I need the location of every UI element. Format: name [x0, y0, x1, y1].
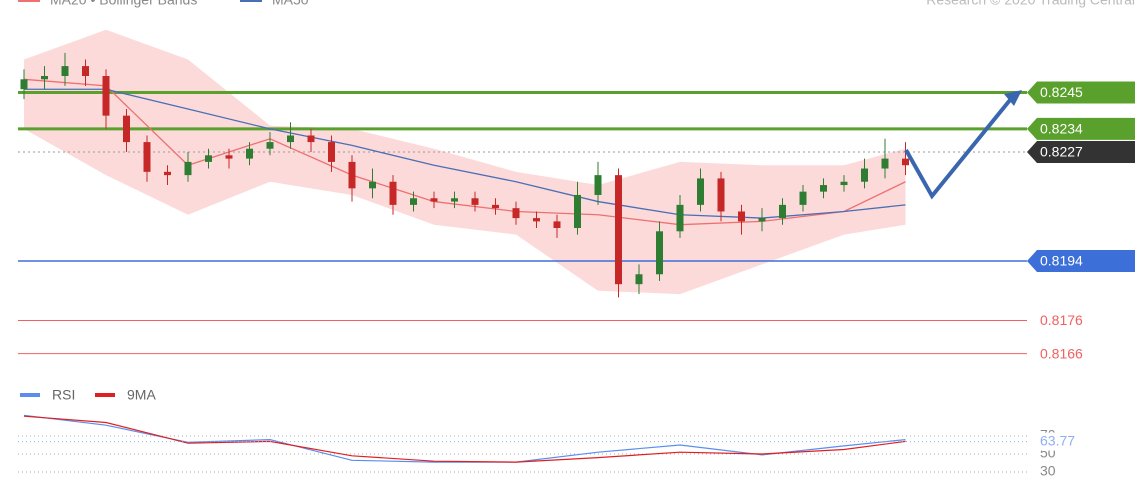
candle-body — [512, 208, 520, 219]
candle-body — [205, 155, 212, 162]
level-label-box — [1027, 117, 1135, 140]
legend-label: MA50 — [272, 0, 309, 8]
candle-body — [492, 204, 499, 209]
candle-body — [758, 218, 766, 222]
level-label: 0.8166 — [1040, 345, 1083, 361]
candle-body — [266, 142, 274, 149]
candle-body — [717, 178, 725, 212]
candle-body — [123, 115, 130, 143]
last-value-bg — [1036, 432, 1086, 451]
candle-body — [820, 185, 827, 192]
candle-body — [615, 175, 622, 285]
legend-label: RSI — [52, 387, 75, 403]
forecast-arrow — [904, 98, 1012, 200]
rsi-line — [23, 414, 906, 463]
y-tick-label: 30 — [1040, 463, 1056, 479]
level-label-box — [1027, 81, 1135, 104]
credit: Research © 2020 Trading Central — [926, 0, 1135, 8]
level-label: 0.8194 — [1040, 253, 1083, 269]
candle-body — [840, 181, 848, 186]
candle-body — [697, 178, 704, 205]
candle-body — [533, 218, 540, 222]
ma-line — [24, 88, 906, 219]
arrow-head — [1004, 90, 1022, 106]
bollinger-band — [24, 29, 906, 295]
candle-body — [307, 135, 315, 143]
candle-body — [20, 79, 28, 90]
level-label: 0.8227 — [1040, 144, 1083, 160]
candle-body — [82, 66, 89, 76]
legend-label: 9MA — [127, 387, 156, 403]
candle-body — [246, 148, 253, 159]
candle-body — [676, 204, 684, 232]
last-value-label: 63.77 — [1040, 432, 1075, 448]
candle-body — [225, 155, 233, 159]
candle-body — [594, 175, 602, 195]
candle-body — [41, 76, 48, 80]
candle-body — [102, 76, 110, 116]
candle-body — [430, 198, 438, 202]
candle-body — [410, 198, 417, 205]
level-label: 0.8176 — [1040, 312, 1083, 328]
candle-body — [184, 161, 192, 176]
candle-body — [287, 135, 294, 143]
candle-body — [389, 181, 397, 205]
candle-body — [656, 231, 663, 275]
candle-body — [164, 171, 171, 176]
candle-body — [471, 198, 479, 205]
candle-body — [143, 142, 151, 172]
candle-body — [553, 221, 561, 228]
candle-body — [779, 204, 786, 219]
candle-body — [369, 181, 376, 189]
candle-body — [61, 66, 69, 76]
candle-body — [799, 191, 807, 205]
level-label-box — [1027, 250, 1135, 273]
candle-body — [574, 194, 581, 228]
price-layer: 0.8245 0.8234 0.8227 0.8194 0.8176 0.8166 MA20… — [18, 0, 1135, 479]
candle-body — [861, 168, 868, 182]
candle-body — [738, 211, 745, 222]
candle-body — [902, 158, 909, 166]
rsi-line — [23, 415, 906, 463]
level-label-box — [1027, 141, 1135, 163]
candle-body — [635, 274, 643, 285]
candle-body — [328, 142, 335, 162]
candle-body — [451, 198, 458, 202]
level-label: 0.8234 — [1040, 121, 1083, 137]
legend-label: MA20 • Bollinger Bands — [50, 0, 197, 8]
level-label: 0.8245 — [1040, 84, 1083, 100]
candle-body — [348, 161, 356, 189]
candle-body — [881, 158, 889, 169]
